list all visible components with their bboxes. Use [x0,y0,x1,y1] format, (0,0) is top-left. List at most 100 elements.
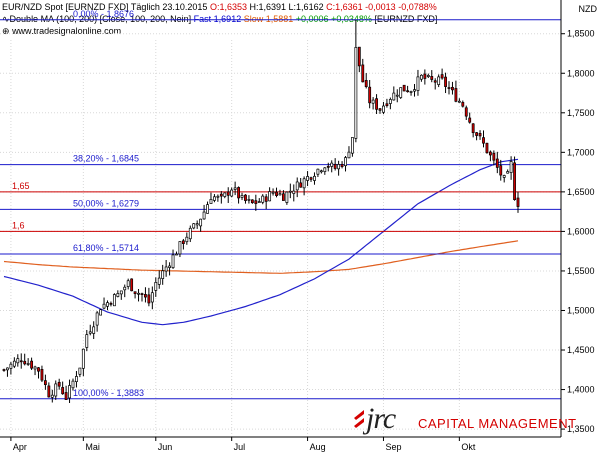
candle-body [247,198,251,201]
fib-label: 61,80% - 1,5714 [73,243,139,253]
y-tick-label: 1,6000 [567,226,595,236]
y-tick-label: 1,5000 [567,305,595,315]
candle-body [209,199,213,204]
candle-body [509,161,513,173]
candle-body [492,152,496,161]
candle-body [257,201,261,203]
candle-body [261,195,265,203]
candle-body [299,182,303,188]
candle-body [440,74,444,79]
fast-ma-value: Fast 1,6912 [193,14,242,24]
candle-body [306,176,309,181]
candle-body [154,282,158,291]
candle-body [340,164,344,167]
x-tick-label: Okt [461,442,476,452]
candle-body [64,392,68,400]
jrc-logo: jrc CAPITAL MANAGEMENT [352,402,576,440]
candle-body [288,190,292,193]
candle-body [116,293,120,297]
candle-body [147,294,151,304]
candle-body [2,369,6,371]
candle-body [78,367,82,375]
candle-body [371,99,375,104]
candle-body [192,223,196,229]
candle-body [385,103,389,106]
candle-body [271,191,275,194]
candle-body [43,380,47,385]
candle-body [199,218,203,227]
low-value: L:1,6162 [288,2,324,12]
slow-ma-line [3,240,519,274]
candle-body [326,166,330,168]
candle-body [399,87,403,98]
y-tick-label: 1,7500 [567,108,595,118]
jrc-logo-text: jrc [366,402,396,435]
candle-body [61,387,65,395]
candle-body [157,277,161,285]
candle-body [437,76,441,85]
candle-body [223,192,227,197]
candle-body [282,193,285,201]
candle-body [254,200,258,204]
candle-body [171,254,175,268]
candle-body [23,360,27,365]
candle-body [237,187,240,199]
candle-body [37,367,40,372]
candle-body [444,76,447,87]
candle-body [495,158,499,168]
candle-body [123,286,127,291]
y-tick-label: 1,8500 [567,29,595,39]
candle-body [351,137,354,154]
candle-body [102,303,106,309]
candle-body [337,164,341,170]
candle-body [130,278,134,292]
candle-body [375,98,378,110]
x-tick-label: Sep [385,442,401,452]
candle-body [144,294,147,298]
candle-body [419,74,423,80]
candle-body [447,87,451,89]
x-tick-label: Jun [158,442,173,452]
candles-layer [2,19,520,403]
candle-body [406,90,410,93]
candle-body [33,366,37,370]
globe-icon: ⊕ [2,26,10,36]
candle-body [54,383,58,397]
candle-body [244,194,247,201]
candle-body [482,137,485,144]
candle-body [240,195,244,198]
y-tick-label: 1,3500 [567,424,595,434]
currency-label: NZD [578,4,598,14]
candle-body [426,75,430,77]
candle-body [9,363,13,369]
levels-layer: 0,00% - 1,8676 38,20% - 1,6845 50,00% - 1,… [0,9,561,400]
y-tick-label: 1,4500 [567,345,595,355]
candle-body [112,294,116,307]
candle-body [430,76,434,80]
candle-body [323,167,327,172]
candle-body [185,236,189,243]
candle-body [485,142,489,154]
x-tick-label: Jul [234,442,246,452]
delta-value: +0,0006 [295,14,329,24]
candle-body [451,86,454,91]
candle-body [313,175,316,181]
candle-body [488,151,492,156]
candle-body [416,76,420,91]
candle-body [230,189,234,197]
candle-body [81,348,85,369]
chart-header-line-1: EUR/NZD Spot [EURNZD FXD] Täglich 23.10.… [2,2,437,12]
candle-body [402,84,406,92]
candle-body [6,367,9,371]
delta-pct-value: +0,0348% [331,14,372,24]
candle-body [250,199,254,204]
candle-body [475,132,479,136]
website-label: www.tradesignalonline.com [12,26,122,36]
symbol-label: [EURNZD FXD] [374,14,438,24]
candle-body [344,157,347,167]
capital-management-text: CAPITAL MANAGEMENT [418,416,577,431]
candle-body [206,204,209,214]
candle-body [292,190,296,194]
candle-body [71,380,75,389]
